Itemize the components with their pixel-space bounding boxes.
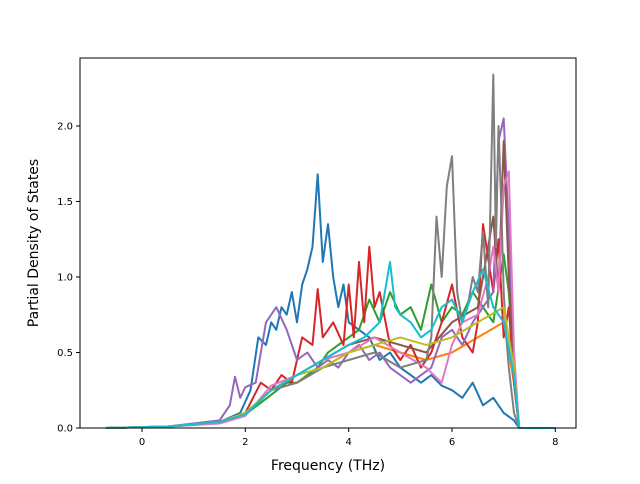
- x-axis-label: Frequency (THz): [271, 458, 385, 474]
- x-tick-label: 0: [139, 437, 145, 448]
- y-tick-label: 1.0: [57, 272, 73, 283]
- x-tick-label: 2: [242, 437, 248, 448]
- series-line: [105, 117, 556, 429]
- x-tick-label: 8: [552, 437, 558, 448]
- plot-frame: [79, 57, 577, 429]
- series-line: [105, 253, 556, 429]
- y-tick-label: 0.5: [57, 348, 73, 359]
- series-line: [105, 170, 556, 429]
- series-line: [105, 173, 556, 429]
- x-tick-label: 4: [345, 437, 351, 448]
- y-tick-label: 2.0: [57, 121, 73, 132]
- y-tick-label: 0.0: [57, 424, 73, 435]
- series-line: [105, 260, 556, 429]
- series-group: [105, 73, 556, 429]
- y-axis-label: Partial Density of States: [26, 159, 42, 327]
- series-line: [105, 73, 556, 429]
- x-axis-ticks: 0 2 4 6 8: [139, 428, 559, 448]
- y-tick-label: 1.5: [57, 197, 73, 208]
- x-tick-label: 6: [449, 437, 455, 448]
- y-axis-ticks: 0.0 0.5 1.0 1.5 2.0: [57, 121, 80, 435]
